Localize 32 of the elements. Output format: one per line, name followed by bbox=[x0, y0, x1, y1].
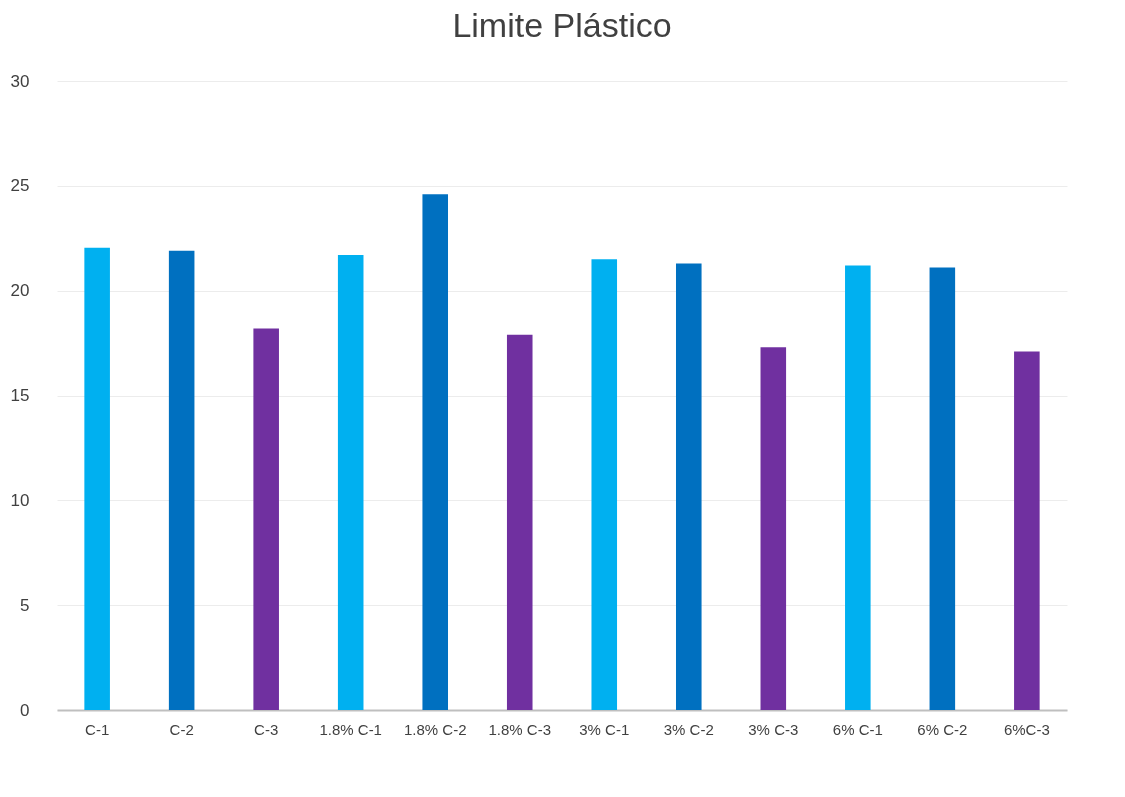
x-tick-label: 1.8% C-3 bbox=[488, 720, 552, 738]
x-tick-label: 6%C-3 bbox=[1003, 720, 1050, 738]
x-tick-label: 1.8% C-1 bbox=[319, 720, 382, 738]
y-tick-label: 0 bbox=[20, 700, 30, 720]
bar bbox=[168, 250, 195, 710]
y-tick-label: 15 bbox=[10, 386, 30, 405]
x-tick-label: 3% C-2 bbox=[663, 720, 714, 738]
x-tick-label: 6% C-2 bbox=[917, 720, 968, 738]
bar bbox=[929, 267, 956, 710]
bar bbox=[422, 194, 449, 710]
x-tick-label: 3% C-1 bbox=[579, 720, 630, 738]
y-tick-label: 30 bbox=[10, 71, 30, 91]
x-tick-label: 1.8% C-2 bbox=[403, 720, 467, 738]
x-tick-label: C-1 bbox=[85, 720, 110, 738]
x-tick-label: C-3 bbox=[254, 720, 279, 738]
bar bbox=[675, 263, 702, 710]
x-tick-label: C-2 bbox=[169, 720, 194, 738]
bar bbox=[506, 334, 533, 710]
bar bbox=[253, 328, 279, 710]
bar bbox=[760, 347, 787, 710]
chart-title: Limite Plástico bbox=[452, 6, 672, 44]
y-tick-label: 5 bbox=[20, 595, 30, 615]
y-tick-label: 10 bbox=[10, 490, 30, 510]
bar bbox=[84, 247, 110, 710]
x-tick-label: 6% C-1 bbox=[832, 720, 883, 738]
bar bbox=[845, 265, 871, 710]
y-tick-label: 20 bbox=[10, 281, 30, 301]
x-tick-label: 3% C-3 bbox=[748, 720, 799, 738]
bar bbox=[591, 259, 618, 710]
bar bbox=[337, 255, 364, 710]
y-tick-label: 25 bbox=[10, 176, 30, 196]
bar bbox=[1014, 351, 1040, 710]
